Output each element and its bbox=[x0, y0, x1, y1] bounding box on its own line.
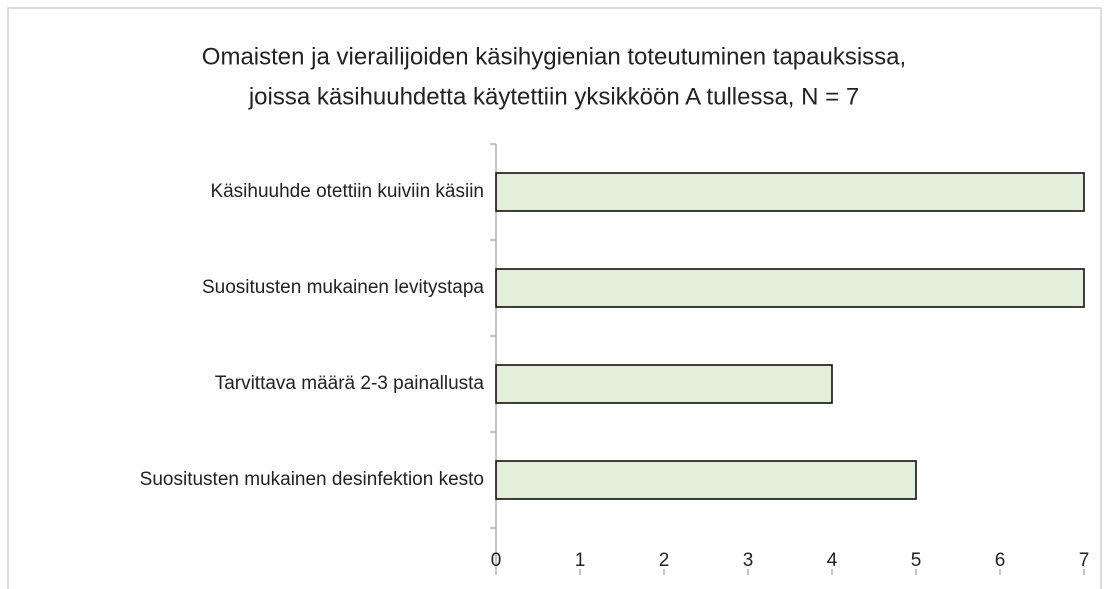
y-tick-label: Suositusten mukainen desinfektion kesto bbox=[140, 469, 484, 490]
x-tick-label: 5 bbox=[911, 550, 922, 571]
y-tick-label: Tarvittava määrä 2-3 painallusta bbox=[215, 373, 485, 394]
x-tick-label: 2 bbox=[659, 550, 670, 571]
chart-title: Omaisten ja vierailijoiden käsihygienian… bbox=[202, 43, 906, 70]
x-tick-label: 7 bbox=[1079, 550, 1090, 571]
bar bbox=[495, 172, 1085, 212]
x-tick-label: 1 bbox=[575, 550, 586, 571]
x-tick-label: 6 bbox=[995, 550, 1006, 571]
x-tick-label: 3 bbox=[743, 550, 754, 571]
y-tick-label: Käsihuuhde otettiin kuiviin käsiin bbox=[210, 181, 484, 202]
x-tick-label: 0 bbox=[491, 550, 502, 571]
y-tick-label: Suositusten mukainen levitystapa bbox=[202, 277, 484, 298]
chart-title: joissa käsihuuhdetta käytettiin yksikköö… bbox=[248, 83, 859, 110]
bar bbox=[495, 364, 833, 404]
bar bbox=[495, 460, 917, 500]
x-tick-label: 4 bbox=[827, 550, 838, 571]
bar bbox=[495, 268, 1085, 308]
